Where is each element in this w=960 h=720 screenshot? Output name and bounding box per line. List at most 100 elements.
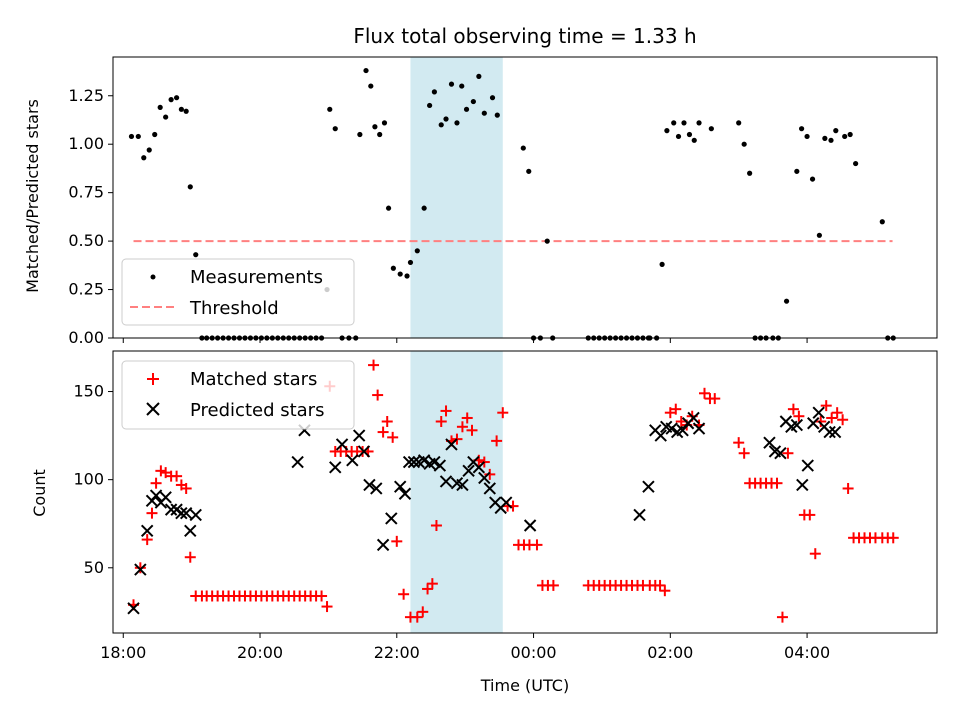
matched-star-point [837, 414, 849, 426]
time-x-tick-label: 20:00 [237, 643, 283, 662]
matched-star-point [381, 416, 393, 427]
measurement-point [448, 81, 455, 87]
matched-star-point [387, 431, 399, 443]
measurement-point [520, 145, 526, 151]
matched-star-point [377, 426, 389, 438]
measurement-point [128, 133, 135, 140]
matched-star-point [699, 387, 711, 399]
measurement-point [822, 135, 828, 141]
matched-star-point [831, 407, 843, 419]
matched-star-point [417, 606, 429, 618]
measurement-point [664, 128, 670, 134]
matched-star-point [531, 539, 543, 551]
predicted-star-point [407, 455, 421, 469]
measurement-point [833, 128, 839, 134]
matched-star-point [435, 416, 447, 427]
measurement-point [152, 131, 158, 138]
chart-title: Flux total observing time = 1.33 h [353, 24, 696, 48]
count-legend: Matched stars Predicted stars [121, 360, 355, 430]
predicted-legend-marker [146, 402, 160, 416]
matched-star-point [155, 465, 167, 477]
predicted-star-point [642, 480, 655, 493]
measurement-point [741, 141, 747, 147]
measurement-point [421, 205, 427, 211]
matched-star-point [826, 412, 838, 424]
predicted-star-point [812, 406, 825, 419]
predicted-legend-label: Predicted stars [190, 400, 324, 421]
measurements-legend-marker [150, 274, 156, 280]
measurement-point [494, 112, 500, 118]
measurement-point [747, 170, 753, 176]
threshold-legend-label: Threshold [189, 298, 279, 319]
measurement-point [526, 168, 532, 174]
measurement-point [476, 73, 482, 79]
matched-star-point [171, 470, 183, 482]
matched-star-point [426, 578, 438, 590]
predicted-star-point [796, 478, 809, 492]
time-x-tick-label: 02:00 [647, 643, 693, 662]
matched-star-point [372, 389, 384, 401]
matched-star-point [184, 551, 196, 563]
measurement-point [853, 160, 859, 167]
matched-star-point [654, 579, 666, 591]
time-x-axis-label: Time (UTC) [480, 676, 569, 695]
ratio-x-ticks [122, 338, 808, 343]
matched-star-point [466, 424, 478, 436]
matched-star-point [771, 477, 783, 489]
measurement-point [481, 110, 487, 116]
matched-star-point [391, 535, 403, 547]
predicted-star-point [385, 512, 398, 525]
measurement-point [847, 131, 853, 138]
matched-star-point [709, 393, 721, 405]
ratio-y-tick-label: 0.00 [68, 328, 104, 347]
measurement-point [544, 238, 550, 244]
predicted-star-point [127, 602, 140, 615]
matched-legend-label: Matched stars [190, 369, 317, 390]
measurement-point [390, 265, 396, 271]
predicted-star-point [823, 425, 836, 439]
predicted-star-point [159, 491, 172, 504]
count-y-axis: 50 100 150 [73, 382, 113, 577]
matched-star-point [484, 468, 496, 480]
matched-star-point [134, 562, 146, 574]
matched-star-point [776, 611, 788, 623]
measurement-point [187, 184, 193, 190]
predicted-star-point [439, 475, 453, 488]
measurement-point [363, 67, 369, 74]
measurement-point [193, 252, 199, 258]
predicted-star-point [175, 506, 188, 520]
predicted-star-point [483, 482, 496, 495]
measurement-point [327, 106, 333, 112]
predicted-star-point [692, 422, 706, 435]
matched-star-point [440, 405, 452, 417]
measurement-point [809, 176, 816, 182]
time-x-tick-label: 04:00 [784, 643, 830, 662]
predicted-star-point [633, 508, 646, 522]
ratio-panel: Flux total observing time = 1.33 h 0.00 0… [23, 24, 938, 347]
predicted-star-point [828, 425, 842, 439]
measurement-point [377, 131, 383, 138]
measurement-point [443, 116, 449, 122]
measurement-point [178, 106, 184, 112]
ratio-y-axis-label: Matched/Predicted stars [23, 99, 42, 293]
predicted-star-point [665, 422, 678, 435]
predicted-star-point [433, 459, 447, 472]
measurement-point [332, 126, 338, 132]
predicted-star-point [189, 508, 202, 522]
matched-star-point [497, 407, 509, 419]
ratio-y-tick-label: 0.75 [68, 183, 104, 202]
ratio-y-tick-label: 1.25 [68, 86, 104, 105]
matched-star-point [150, 477, 162, 489]
predicted-star-point [676, 424, 689, 437]
predicted-star-point [774, 447, 787, 460]
count-y-axis-label: Count [30, 469, 49, 517]
measurements-layer [128, 67, 896, 341]
time-x-tick-label: 18:00 [100, 643, 146, 662]
time-x-axis: 18:00 20:00 22:00 00:00 02:00 04:00 [100, 633, 830, 662]
predicted-star-point [376, 538, 390, 552]
predicted-star-point [352, 429, 366, 442]
matched-star-point [461, 412, 473, 424]
predicted-star-point [790, 418, 804, 432]
matched-star-point [733, 437, 745, 449]
